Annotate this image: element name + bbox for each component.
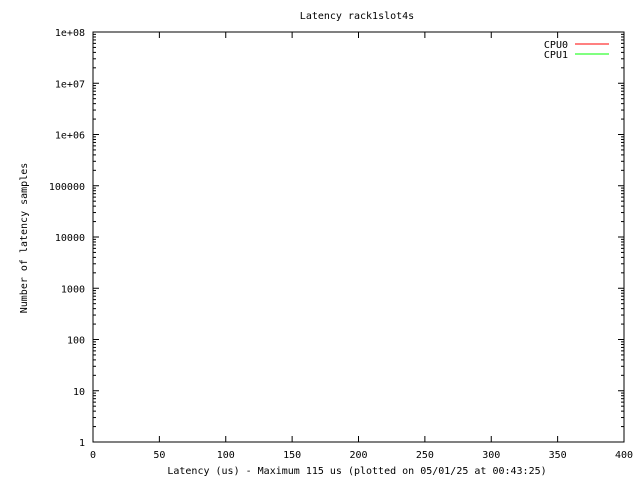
x-tick-label: 200 bbox=[349, 450, 367, 461]
y-tick-label: 100000 bbox=[49, 182, 85, 193]
x-tick-label: 100 bbox=[217, 450, 235, 461]
x-tick-label: 0 bbox=[90, 450, 96, 461]
y-tick-label: 100 bbox=[67, 336, 85, 347]
x-tick-label: 350 bbox=[549, 450, 567, 461]
plot-frame bbox=[92, 31, 625, 443]
y-tick-label: 1 bbox=[79, 438, 85, 449]
y-tick-label: 1e+08 bbox=[55, 28, 85, 39]
x-tick-label: 400 bbox=[615, 450, 633, 461]
chart-title: Latency rack1slot4s bbox=[300, 11, 414, 22]
y-tick-label: 1e+06 bbox=[55, 131, 85, 142]
x-tick-label: 150 bbox=[283, 450, 301, 461]
y-tick-label: 1e+07 bbox=[55, 79, 85, 90]
x-tick-label: 250 bbox=[416, 450, 434, 461]
x-tick-label: 50 bbox=[153, 450, 165, 461]
x-tick-label: 300 bbox=[482, 450, 500, 461]
y-axis-label: Number of latency samples bbox=[19, 163, 30, 314]
legend-label-cpu1: CPU1 bbox=[544, 50, 568, 61]
y-tick-label: 1000 bbox=[61, 284, 85, 295]
x-axis-label: Latency (us) - Maximum 115 us (plotted o… bbox=[167, 466, 546, 477]
y-tick-label: 10 bbox=[73, 387, 85, 398]
y-tick-label: 10000 bbox=[55, 233, 85, 244]
legend-label-cpu0: CPU0 bbox=[544, 40, 568, 51]
